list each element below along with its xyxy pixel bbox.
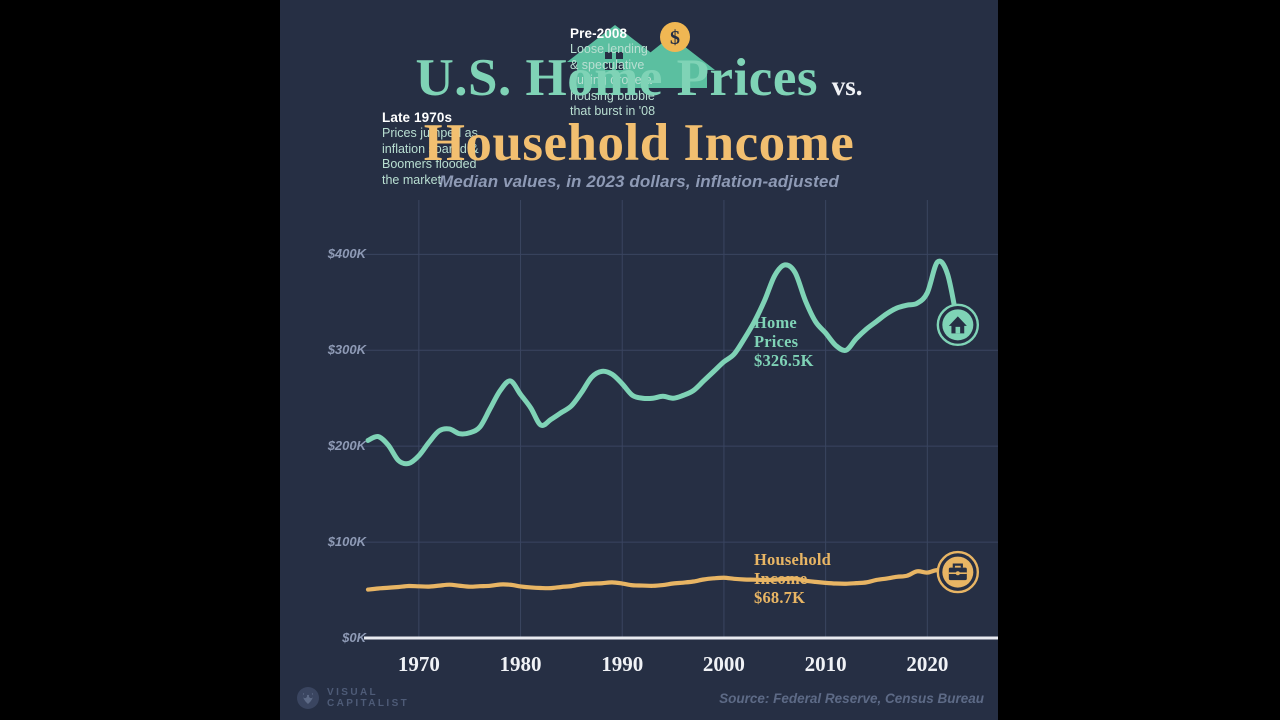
y-tick-label: $400K [327, 246, 366, 262]
x-tick-label: 2010 [804, 652, 847, 676]
y-axis-labels: $0K $100K $200K $300K $400K [300, 200, 366, 645]
house-logo-icon: $ [567, 22, 715, 88]
end-marker-home-prices [936, 303, 980, 347]
x-tick-label: 1970 [397, 652, 440, 676]
chart-svg [350, 200, 998, 640]
infographic-canvas: $ U.S. Home Prices vs. Household Income … [280, 0, 998, 720]
annotation-heading: Late 1970s [382, 110, 453, 125]
x-tick-label: 2000 [702, 652, 745, 676]
y-tick-label: $0K [342, 630, 366, 645]
legend-home-prices: Home Prices $326.5K [754, 313, 814, 370]
annotation-body: Loose lending & speculative buying drove a… [570, 42, 656, 118]
x-tick-label: 1990 [601, 652, 644, 676]
y-tick-label: $200K [327, 438, 366, 454]
series-line-home-prices [365, 258, 961, 467]
legend-household-income: Household Income $68.7K [754, 550, 831, 607]
annotation-late-1970s: Late 1970s Prices jumped as inflation soa… [382, 110, 512, 188]
legend-value: $326.5K [754, 351, 814, 370]
legend-value: $68.7K [754, 588, 806, 607]
end-marker-household-income [936, 550, 980, 594]
chart-plot-area [280, 200, 998, 645]
brand-mark-icon [297, 687, 319, 709]
title-main-teal: U.S. Home Prices [415, 49, 818, 107]
annotation-pre-2008: Pre-2008 Loose lending & speculative buyin… [570, 26, 698, 120]
x-tick-label: 2020 [906, 652, 949, 676]
visual-capitalist-logo: VISUAL CAPITALIST [296, 686, 409, 710]
legend-name: Household Income [754, 550, 831, 588]
house-icon [948, 316, 967, 334]
title-line-1: U.S. Home Prices vs. [280, 52, 998, 113]
annotation-heading: Pre-2008 [570, 26, 628, 41]
title-line-2: Household Income [423, 114, 855, 172]
y-tick-label: $100K [327, 534, 366, 550]
legend-name: Home Prices [754, 313, 799, 351]
y-tick-label: $300K [327, 342, 366, 358]
page-title: U.S. Home Prices vs. Household Income [280, 52, 998, 173]
x-tick-label: 1980 [499, 652, 542, 676]
title-vs: vs. [831, 71, 863, 101]
source-note: Source: Federal Reserve, Census Bureau [719, 691, 984, 706]
x-axis-labels: 1970 1980 1990 2000 2010 2020 [280, 652, 998, 682]
brand-line-2: CAPITALIST [327, 698, 410, 709]
series-line-household-income [365, 568, 960, 592]
svg-text:$: $ [670, 27, 680, 49]
brand-line-1: VISUAL [327, 687, 379, 698]
annotation-body: Prices jumped as inflation soared & Boomer… [382, 126, 479, 187]
subtitle: Median values, in 2023 dollars, inflatio… [439, 172, 839, 191]
